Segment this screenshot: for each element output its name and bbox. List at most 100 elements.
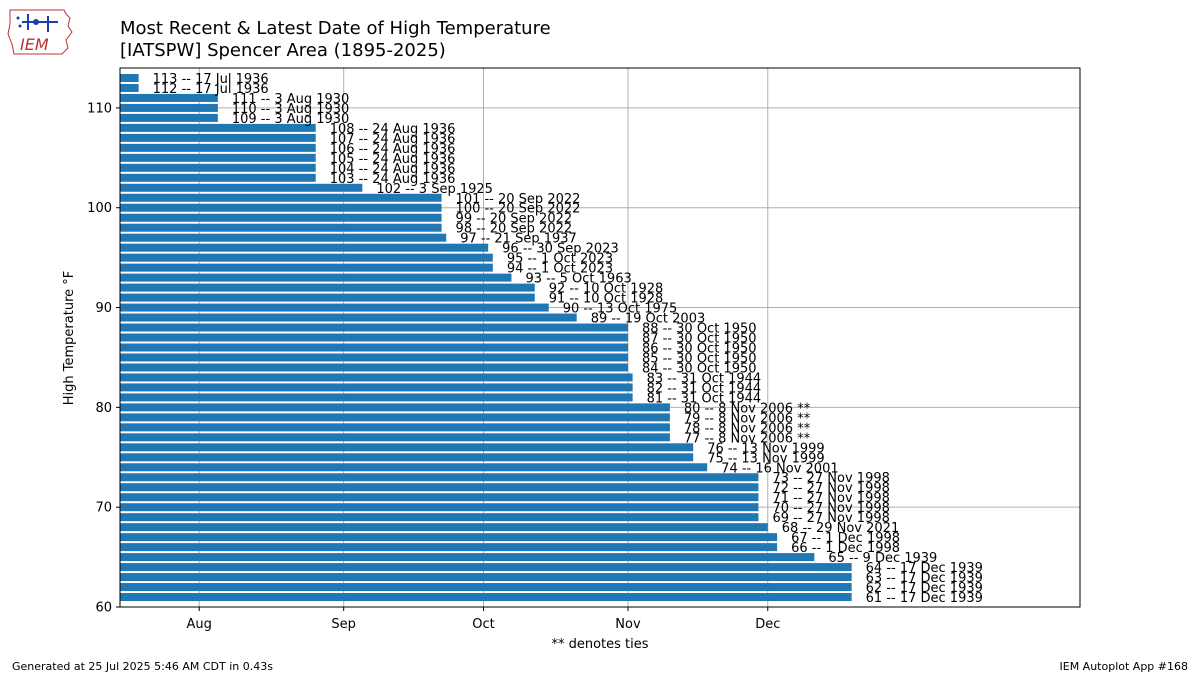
y-tick-label: 80 (95, 401, 112, 416)
bar-label: 112 -- 17 Jul 1936 (153, 82, 269, 97)
bar (120, 173, 316, 182)
bar-label: 92 -- 10 Oct 1928 (549, 282, 664, 297)
bar-label: 111 -- 3 Aug 1930 (232, 92, 349, 107)
bar (120, 443, 694, 452)
bar (120, 503, 759, 512)
bar-label: 79 -- 8 Nov 2006 ** (684, 411, 811, 426)
x-tick-label: Aug (187, 617, 212, 632)
bar (120, 583, 852, 592)
bar-label: 89 -- 19 Oct 2003 (591, 312, 706, 327)
bar-label: 101 -- 20 Sep 2022 (456, 192, 581, 207)
bar (120, 533, 778, 542)
bar (120, 283, 535, 292)
bar-label: 91 -- 10 Oct 1928 (549, 292, 664, 307)
bar-label: 61 -- 17 Dec 1939 (866, 591, 983, 606)
y-tick-label: 60 (95, 601, 112, 616)
bar (120, 363, 628, 372)
bar (120, 513, 759, 522)
bar-label: 110 -- 3 Aug 1930 (232, 102, 349, 117)
bar (120, 183, 363, 192)
bar (120, 343, 628, 352)
bar-label: 109 -- 3 Aug 1930 (232, 112, 349, 127)
bar-label: 70 -- 27 Nov 1998 (772, 501, 889, 516)
bar-label: 94 -- 1 Oct 2023 (507, 262, 613, 277)
bar-label: 84 -- 30 Oct 1950 (642, 361, 757, 376)
iowa-map-icon: IEM (7, 9, 73, 55)
bar-label: 86 -- 30 Oct 1950 (642, 341, 757, 356)
axes: Aug Sep Oct Nov Dec 60 70 80 90 100 110 (87, 101, 780, 632)
bar (120, 93, 218, 102)
bar (120, 163, 316, 172)
bar (120, 243, 489, 252)
y-tick-label: 90 (95, 301, 112, 316)
bar-label: 113 -- 17 Jul 1936 (153, 72, 269, 87)
bar (120, 113, 218, 122)
bar-label: 67 -- 1 Dec 1998 (791, 531, 900, 546)
bar-label: 83 -- 31 Oct 1944 (647, 371, 762, 386)
bar-label: 96 -- 30 Sep 2023 (502, 242, 619, 257)
bar-label: 72 -- 27 Nov 1998 (772, 481, 889, 496)
bar-label: 76 -- 13 Nov 1999 (707, 441, 824, 456)
bar (120, 103, 218, 112)
bar (120, 473, 759, 482)
bar (120, 233, 447, 242)
bar-label: 99 -- 20 Sep 2022 (456, 212, 573, 227)
x-axis-label: ** denotes ties (551, 637, 648, 652)
bar (120, 383, 633, 392)
bar (120, 573, 852, 582)
bar (120, 413, 670, 422)
bar-label: 104 -- 24 Aug 1936 (330, 162, 456, 177)
bar (120, 433, 670, 442)
bar (120, 403, 670, 412)
bar-label: 105 -- 24 Aug 1936 (330, 152, 456, 167)
bar (120, 373, 633, 382)
iem-logo: IEM (6, 4, 76, 60)
bar-label: 73 -- 27 Nov 1998 (772, 471, 889, 486)
bar (120, 273, 512, 282)
bar (120, 203, 442, 212)
bar-label: 103 -- 24 Aug 1936 (330, 172, 456, 187)
app-id: IEM Autoplot App #168 (1059, 660, 1189, 673)
bar-label: 77 -- 8 Nov 2006 ** (684, 431, 811, 446)
bar (120, 303, 549, 312)
bar-label: 64 -- 17 Dec 1939 (866, 561, 983, 576)
bars (120, 73, 852, 602)
bar (120, 83, 139, 92)
bar-label: 69 -- 27 Nov 1998 (772, 511, 889, 526)
y-tick-label: 70 (95, 501, 112, 516)
y-tick-label: 100 (87, 201, 112, 216)
bar (120, 323, 628, 332)
bar (120, 333, 628, 342)
bar-label: 88 -- 30 Oct 1950 (642, 322, 757, 337)
generated-timestamp: Generated at 25 Jul 2025 5:46 AM CDT in … (12, 660, 273, 673)
bar-label: 98 -- 20 Sep 2022 (456, 222, 573, 237)
bar-label: 62 -- 17 Dec 1939 (866, 581, 983, 596)
bar (120, 133, 316, 142)
bar-label: 93 -- 5 Oct 1963 (525, 272, 631, 287)
bar-label: 97 -- 21 Sep 1937 (460, 232, 577, 247)
bar (120, 143, 316, 152)
bar-label: 95 -- 1 Oct 2023 (507, 252, 613, 267)
bar (120, 293, 535, 302)
x-tick-label: Dec (755, 617, 780, 632)
bar (120, 263, 493, 272)
bar-label: 78 -- 8 Nov 2006 ** (684, 421, 811, 436)
x-tick-label: Nov (615, 617, 641, 632)
bar-label: 71 -- 27 Nov 1998 (772, 491, 889, 506)
bar (120, 213, 442, 222)
plot-frame (119, 67, 1081, 608)
bar-label: 66 -- 1 Dec 1998 (791, 541, 900, 556)
bar-label: 80 -- 8 Nov 2006 ** (684, 401, 811, 416)
bar (120, 523, 768, 532)
bar-label: 85 -- 30 Oct 1950 (642, 351, 757, 366)
bar (120, 543, 778, 552)
logo-text: IEM (20, 35, 49, 54)
bar (120, 483, 759, 492)
bar (120, 463, 708, 472)
bar-label: 74 -- 16 Nov 2001 (721, 461, 838, 476)
bar (120, 393, 633, 402)
bar (120, 153, 316, 162)
x-tick-label: Sep (331, 617, 356, 632)
